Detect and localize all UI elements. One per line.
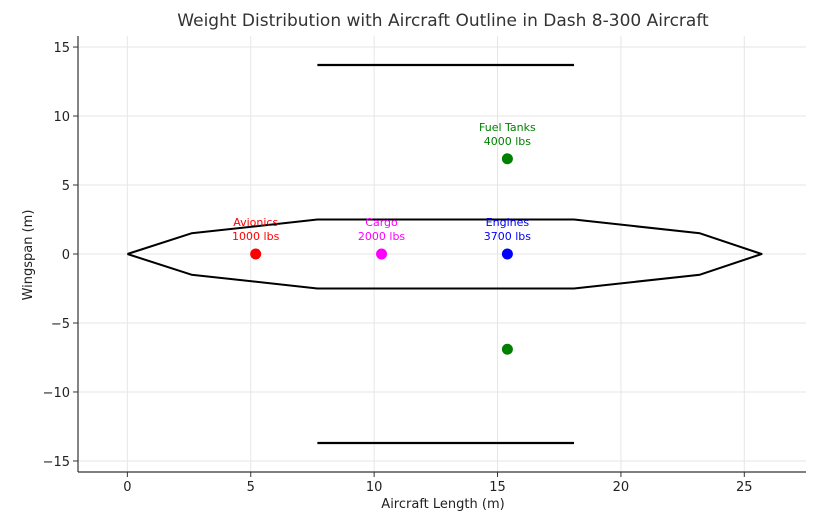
point-annotation: Fuel Tanks	[479, 121, 536, 134]
y-tick-label: 0	[62, 248, 70, 263]
ticks: 0 5 10 15 20 25 15 10 5 0 −5 −10 −15	[43, 41, 753, 495]
y-tick-label: 5	[62, 179, 70, 194]
weight-point	[250, 248, 262, 260]
weight-point	[501, 153, 513, 165]
y-tick-label: −15	[43, 455, 70, 470]
aircraft-outline	[127, 63, 763, 445]
point-annotation: 3700 lbs	[484, 230, 532, 243]
x-tick-label: 10	[366, 480, 383, 495]
weight-point	[501, 343, 513, 355]
point-annotation: Cargo	[365, 216, 398, 229]
x-tick-label: 20	[613, 480, 630, 495]
chart-title: Weight Distribution with Aircraft Outlin…	[177, 11, 709, 31]
point-annotation: Avionics	[233, 216, 278, 229]
x-tick-label: 0	[123, 480, 131, 495]
weight-point	[501, 248, 513, 260]
grid	[78, 36, 806, 472]
y-tick-label: −10	[43, 386, 70, 401]
point-annotation: 2000 lbs	[358, 230, 406, 243]
y-tick-label: 10	[53, 110, 70, 125]
y-tick-label: −5	[51, 317, 70, 332]
point-annotation: 1000 lbs	[232, 230, 280, 243]
point-annotation: Engines	[486, 216, 530, 229]
y-tick-label: 15	[53, 41, 70, 56]
x-axis-label: Aircraft Length (m)	[381, 497, 504, 512]
y-axis-label: Wingspan (m)	[21, 210, 36, 301]
x-tick-label: 15	[489, 480, 506, 495]
x-tick-label: 25	[736, 480, 753, 495]
point-annotation: 4000 lbs	[484, 135, 532, 148]
weight-point	[376, 248, 388, 260]
x-tick-label: 5	[247, 480, 255, 495]
fuselage-outline	[127, 218, 763, 290]
